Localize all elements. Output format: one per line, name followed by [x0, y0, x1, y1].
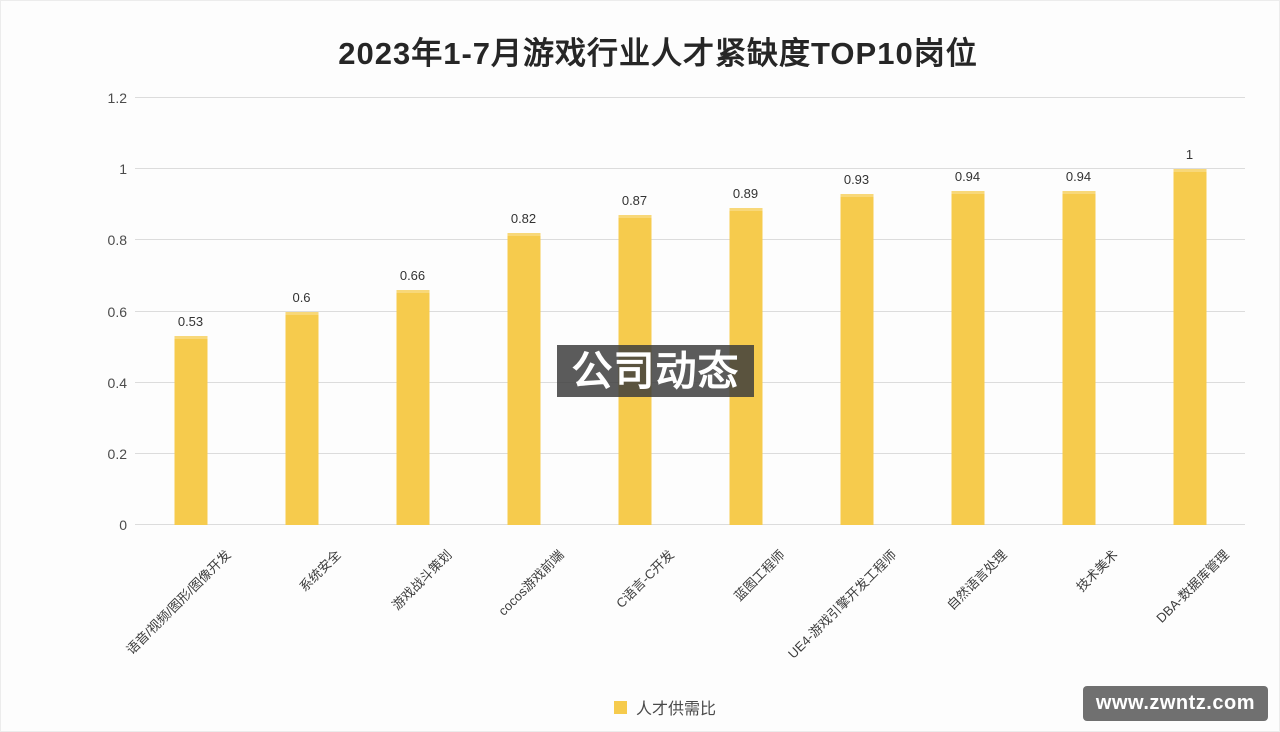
bar — [507, 233, 540, 525]
bar-slot: 1 — [1134, 98, 1245, 525]
bar-slot: 0.89 — [690, 98, 801, 525]
plot-area: 0.53 0.6 0.66 0.82 0.87 0.89 0.93 0.94 0.94 1 — [135, 97, 1245, 525]
legend-swatch-icon — [613, 700, 627, 714]
grid-line — [135, 452, 1245, 454]
y-tick-label: 1.2 — [107, 90, 127, 106]
bar — [396, 290, 429, 525]
grid-line — [135, 239, 1245, 241]
x-axis-category-labels: 语音/视频/图形/图像开发 系统安全 游戏战斗策划 cocos游戏前端 C语言-C开发蓝… — [123, 525, 1245, 695]
chart-title: 2023年1-7月游戏行业人才紧缺度TOP10岗位 — [338, 36, 978, 71]
grid-line — [135, 524, 1245, 525]
legend: 人才供需比 — [26, 695, 1279, 719]
bar-slot: 0.87 — [579, 98, 690, 525]
bar — [1062, 190, 1095, 525]
bar-value-label: 0.87 — [621, 193, 648, 209]
site-badge-text: www.zwntz.com — [1095, 692, 1255, 714]
category-label: 自然语言处理 — [944, 547, 1011, 613]
bar-value-label: 0.89 — [732, 186, 759, 202]
grid-line — [135, 168, 1245, 170]
bar-slot: 0.94 — [1023, 98, 1134, 525]
category-label: 技术美术 — [1073, 547, 1122, 595]
category-label: DBA-数据库管理 — [1153, 547, 1233, 626]
y-tick-label: 1 — [119, 161, 127, 178]
bar-slot: 0.53 — [135, 98, 246, 525]
category-label: 游戏战斗策划 — [389, 547, 456, 613]
site-badge: www.zwntz.com — [1082, 686, 1268, 721]
category-label: 语音/视频/图形/图像开发 — [123, 547, 234, 658]
y-tick-label: 0.8 — [107, 232, 127, 249]
category-label: cocos游戏前端 — [494, 547, 567, 619]
y-tick-label: 0.2 — [107, 445, 127, 462]
bar-slot: 0.66 — [357, 98, 468, 525]
y-axis-tick-labels: 0 0.2 0.4 0.6 0.8 1 1.2 — [89, 90, 129, 533]
legend-label: 人才供需比 — [635, 701, 716, 718]
category-label: 蓝图工程师 — [731, 547, 789, 604]
bar-value-label: 0.93 — [843, 172, 870, 188]
bar — [951, 190, 984, 525]
bar-value-label: 0.53 — [177, 314, 204, 330]
bar-slot: 0.6 — [246, 98, 357, 525]
y-tick-label: 0.4 — [107, 374, 127, 391]
bar-slot: 0.94 — [912, 98, 1023, 525]
bar-value-label: 1 — [1185, 147, 1194, 163]
category-label: 系统安全 — [296, 547, 345, 595]
bar — [1173, 169, 1206, 525]
grid-line — [135, 97, 1245, 98]
watermark-overlay: 公司动态 — [557, 345, 754, 397]
bar-value-label: 0.94 — [954, 168, 981, 184]
bar-slot: 0.82 — [468, 98, 579, 525]
bar — [174, 336, 207, 525]
bar — [840, 194, 873, 525]
y-tick-label: 0.6 — [107, 303, 127, 320]
y-tick-label: 0 — [119, 517, 127, 533]
category-label: C语言-C开发 — [613, 547, 678, 611]
watermark-text: 公司动态 — [571, 347, 740, 394]
grid-line — [135, 310, 1245, 312]
bar-value-label: 0.82 — [510, 211, 537, 227]
category-label: UE4-游戏引擎开发工程师 — [784, 547, 900, 662]
bar-value-label: 0.6 — [292, 289, 311, 305]
bar — [285, 311, 318, 525]
bar-slots: 0.53 0.6 0.66 0.82 0.87 0.89 0.93 0.94 0.94 1 — [135, 98, 1245, 525]
bar-value-label: 0.94 — [1065, 168, 1092, 184]
bar-slot: 0.93 — [801, 98, 912, 525]
bar-value-label: 0.66 — [399, 268, 426, 284]
